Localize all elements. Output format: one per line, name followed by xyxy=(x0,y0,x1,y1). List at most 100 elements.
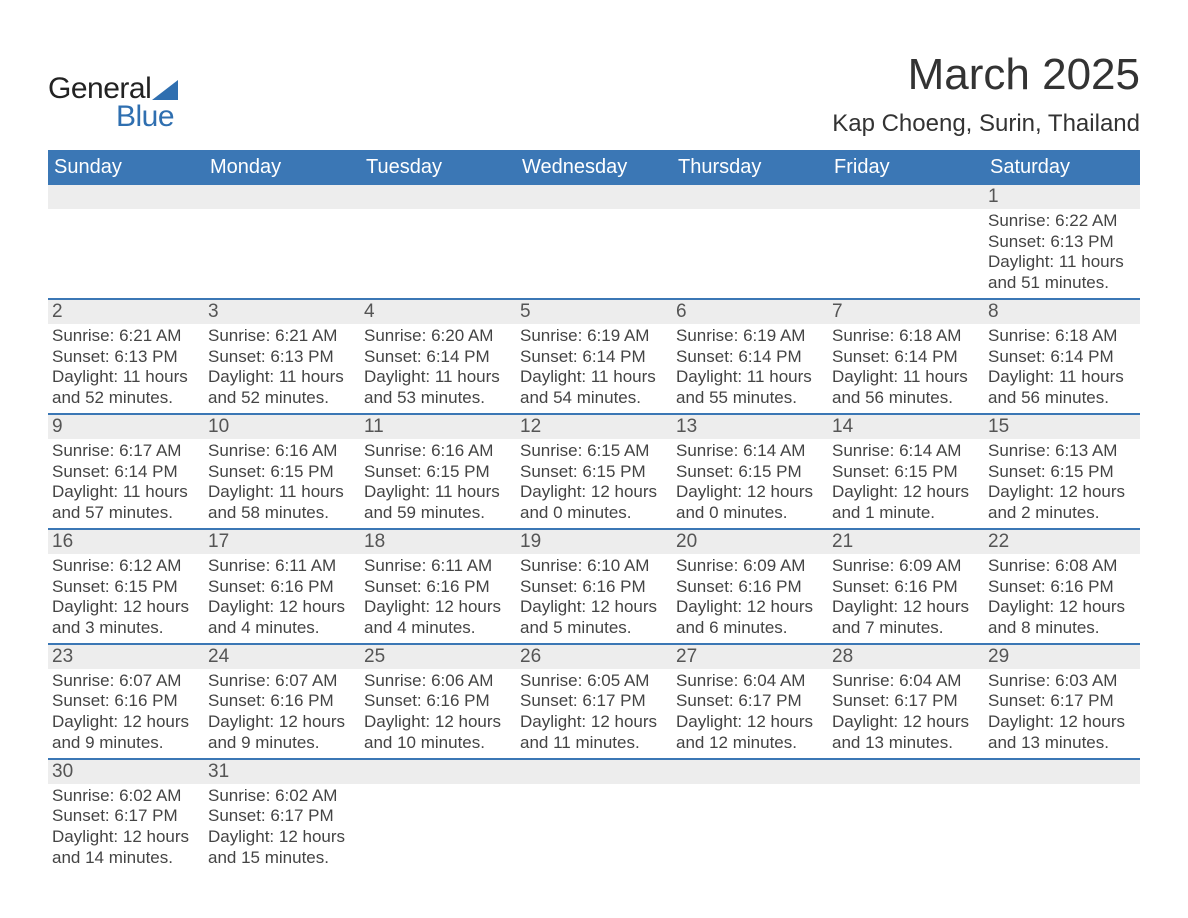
calendar-day: 11Sunrise: 6:16 AMSunset: 6:15 PMDayligh… xyxy=(360,415,516,528)
day-daylight2: and 13 minutes. xyxy=(988,733,1136,754)
daynum-bar: 11 xyxy=(360,415,516,439)
day-daylight2: and 12 minutes. xyxy=(676,733,824,754)
day-daylight1: Daylight: 12 hours xyxy=(988,712,1136,733)
daynum-bar xyxy=(828,185,984,209)
day-sunrise: Sunrise: 6:15 AM xyxy=(520,441,668,462)
calendar-day: 7Sunrise: 6:18 AMSunset: 6:14 PMDaylight… xyxy=(828,300,984,413)
day-body: Sunrise: 6:04 AMSunset: 6:17 PMDaylight:… xyxy=(828,669,984,758)
day-body: Sunrise: 6:19 AMSunset: 6:14 PMDaylight:… xyxy=(516,324,672,413)
day-daylight1: Daylight: 12 hours xyxy=(832,712,980,733)
day-body xyxy=(204,209,360,215)
calendar-day xyxy=(672,760,828,873)
day-sunset: Sunset: 6:14 PM xyxy=(988,347,1136,368)
calendar-day: 21Sunrise: 6:09 AMSunset: 6:16 PMDayligh… xyxy=(828,530,984,643)
day-daylight2: and 7 minutes. xyxy=(832,618,980,639)
calendar: SundayMondayTuesdayWednesdayThursdayFrid… xyxy=(48,150,1140,873)
day-sunrise: Sunrise: 6:22 AM xyxy=(988,211,1136,232)
day-daylight2: and 52 minutes. xyxy=(208,388,356,409)
day-daylight2: and 53 minutes. xyxy=(364,388,512,409)
weekday-header: Tuesday xyxy=(360,150,516,185)
day-number: 4 xyxy=(360,300,516,323)
day-number: 1 xyxy=(984,185,1140,208)
day-sunset: Sunset: 6:17 PM xyxy=(832,691,980,712)
day-sunset: Sunset: 6:16 PM xyxy=(208,691,356,712)
day-sunrise: Sunrise: 6:07 AM xyxy=(52,671,200,692)
daynum-bar: 23 xyxy=(48,645,204,669)
day-daylight1: Daylight: 11 hours xyxy=(364,482,512,503)
day-body xyxy=(984,784,1140,790)
day-daylight1: Daylight: 12 hours xyxy=(520,597,668,618)
day-sunset: Sunset: 6:14 PM xyxy=(676,347,824,368)
day-sunrise: Sunrise: 6:20 AM xyxy=(364,326,512,347)
day-number: 22 xyxy=(984,530,1140,553)
day-number: 7 xyxy=(828,300,984,323)
daynum-bar: 7 xyxy=(828,300,984,324)
day-body: Sunrise: 6:18 AMSunset: 6:14 PMDaylight:… xyxy=(828,324,984,413)
daynum-bar xyxy=(360,185,516,209)
day-sunrise: Sunrise: 6:09 AM xyxy=(832,556,980,577)
day-sunrise: Sunrise: 6:17 AM xyxy=(52,441,200,462)
calendar-day: 27Sunrise: 6:04 AMSunset: 6:17 PMDayligh… xyxy=(672,645,828,758)
daynum-bar: 8 xyxy=(984,300,1140,324)
day-number: 25 xyxy=(360,645,516,668)
day-sunrise: Sunrise: 6:04 AM xyxy=(676,671,824,692)
daynum-bar: 21 xyxy=(828,530,984,554)
day-sunrise: Sunrise: 6:18 AM xyxy=(832,326,980,347)
day-daylight2: and 4 minutes. xyxy=(364,618,512,639)
day-body: Sunrise: 6:16 AMSunset: 6:15 PMDaylight:… xyxy=(204,439,360,528)
weekday-header: Saturday xyxy=(984,150,1140,185)
calendar-week: 9Sunrise: 6:17 AMSunset: 6:14 PMDaylight… xyxy=(48,413,1140,528)
daynum-bar: 5 xyxy=(516,300,672,324)
day-sunrise: Sunrise: 6:14 AM xyxy=(676,441,824,462)
day-sunset: Sunset: 6:13 PM xyxy=(988,232,1136,253)
weekday-header: Thursday xyxy=(672,150,828,185)
daynum-bar: 16 xyxy=(48,530,204,554)
day-sunset: Sunset: 6:13 PM xyxy=(52,347,200,368)
calendar-week: 30Sunrise: 6:02 AMSunset: 6:17 PMDayligh… xyxy=(48,758,1140,873)
daynum-bar: 20 xyxy=(672,530,828,554)
day-daylight1: Daylight: 11 hours xyxy=(364,367,512,388)
calendar-day: 20Sunrise: 6:09 AMSunset: 6:16 PMDayligh… xyxy=(672,530,828,643)
day-daylight2: and 8 minutes. xyxy=(988,618,1136,639)
day-number: 15 xyxy=(984,415,1140,438)
day-number: 23 xyxy=(48,645,204,668)
daynum-bar: 19 xyxy=(516,530,672,554)
day-sunrise: Sunrise: 6:16 AM xyxy=(208,441,356,462)
day-sunrise: Sunrise: 6:13 AM xyxy=(988,441,1136,462)
day-number xyxy=(360,760,516,761)
day-number: 14 xyxy=(828,415,984,438)
day-daylight1: Daylight: 11 hours xyxy=(52,367,200,388)
day-number: 5 xyxy=(516,300,672,323)
day-daylight2: and 0 minutes. xyxy=(520,503,668,524)
day-daylight2: and 52 minutes. xyxy=(52,388,200,409)
day-sunset: Sunset: 6:14 PM xyxy=(520,347,668,368)
day-number xyxy=(516,760,672,761)
calendar-day: 28Sunrise: 6:04 AMSunset: 6:17 PMDayligh… xyxy=(828,645,984,758)
daynum-bar: 6 xyxy=(672,300,828,324)
daynum-bar: 22 xyxy=(984,530,1140,554)
day-daylight1: Daylight: 12 hours xyxy=(52,827,200,848)
day-sunset: Sunset: 6:16 PM xyxy=(676,577,824,598)
day-sunrise: Sunrise: 6:11 AM xyxy=(364,556,512,577)
daynum-bar: 18 xyxy=(360,530,516,554)
day-number xyxy=(672,185,828,186)
daynum-bar xyxy=(204,185,360,209)
day-daylight1: Daylight: 12 hours xyxy=(364,712,512,733)
weekday-header: Monday xyxy=(204,150,360,185)
day-body: Sunrise: 6:10 AMSunset: 6:16 PMDaylight:… xyxy=(516,554,672,643)
day-number: 21 xyxy=(828,530,984,553)
day-sunrise: Sunrise: 6:19 AM xyxy=(676,326,824,347)
day-daylight1: Daylight: 12 hours xyxy=(520,482,668,503)
calendar-day xyxy=(360,760,516,873)
calendar-day xyxy=(516,760,672,873)
daynum-bar: 25 xyxy=(360,645,516,669)
calendar-day: 4Sunrise: 6:20 AMSunset: 6:14 PMDaylight… xyxy=(360,300,516,413)
daynum-bar xyxy=(48,185,204,209)
day-body: Sunrise: 6:21 AMSunset: 6:13 PMDaylight:… xyxy=(48,324,204,413)
day-sunrise: Sunrise: 6:06 AM xyxy=(364,671,512,692)
calendar-day xyxy=(204,185,360,298)
day-sunrise: Sunrise: 6:12 AM xyxy=(52,556,200,577)
day-daylight1: Daylight: 12 hours xyxy=(520,712,668,733)
day-number xyxy=(828,760,984,761)
calendar-day: 16Sunrise: 6:12 AMSunset: 6:15 PMDayligh… xyxy=(48,530,204,643)
